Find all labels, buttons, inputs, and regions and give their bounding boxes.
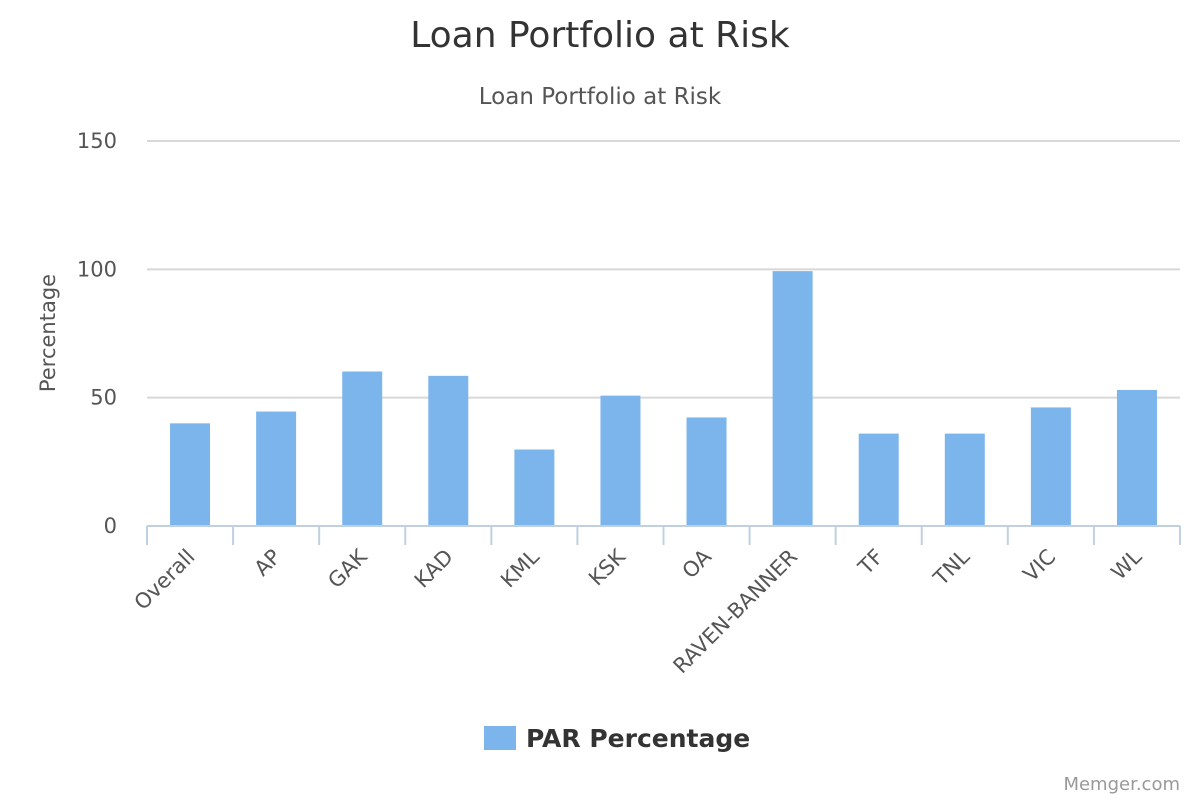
bar[interactable] — [170, 423, 211, 526]
credit-link[interactable]: Memger.com — [1063, 774, 1180, 795]
y-axis-title: Percentage — [36, 274, 60, 392]
x-tick-label: KSK — [584, 544, 631, 591]
bar[interactable] — [858, 433, 899, 526]
chart-subtitle: Loan Portfolio at Risk — [479, 84, 722, 110]
x-tick-label: AP — [250, 545, 286, 581]
x-tick-label: Overall — [130, 545, 200, 615]
bar[interactable] — [514, 449, 555, 526]
x-tick-label: KAD — [410, 545, 458, 593]
legend-label[interactable]: PAR Percentage — [526, 724, 750, 753]
y-axis-labels: 0 50 100 150 — [77, 129, 117, 538]
x-tick-label: GAK — [323, 544, 372, 593]
bar[interactable] — [428, 375, 469, 526]
bar-series — [170, 271, 1157, 526]
bar[interactable] — [772, 271, 813, 526]
bar[interactable] — [944, 433, 985, 526]
y-tick-label: 150 — [77, 129, 117, 153]
x-axis — [146, 525, 1181, 545]
bar[interactable] — [1030, 407, 1071, 526]
legend-swatch[interactable] — [484, 726, 516, 750]
x-tick-label: OA — [678, 544, 717, 583]
x-tick-label: TNL — [928, 544, 974, 590]
gridlines — [147, 140, 1180, 399]
y-tick-label: 100 — [77, 257, 117, 281]
y-tick-label: 50 — [90, 386, 117, 410]
x-tick-label: TF — [853, 545, 888, 580]
x-tick-label: VIC — [1019, 545, 1061, 587]
x-tick-label: WL — [1107, 544, 1147, 584]
bar[interactable] — [600, 395, 641, 526]
chart-title: Loan Portfolio at Risk — [410, 15, 790, 56]
x-tick-label: KML — [496, 544, 544, 592]
bar[interactable] — [1116, 389, 1157, 526]
bar[interactable] — [256, 411, 297, 526]
legend[interactable]: PAR Percentage — [484, 724, 750, 753]
bar[interactable] — [342, 371, 383, 526]
bar[interactable] — [686, 417, 727, 526]
y-tick-label: 0 — [104, 514, 117, 538]
